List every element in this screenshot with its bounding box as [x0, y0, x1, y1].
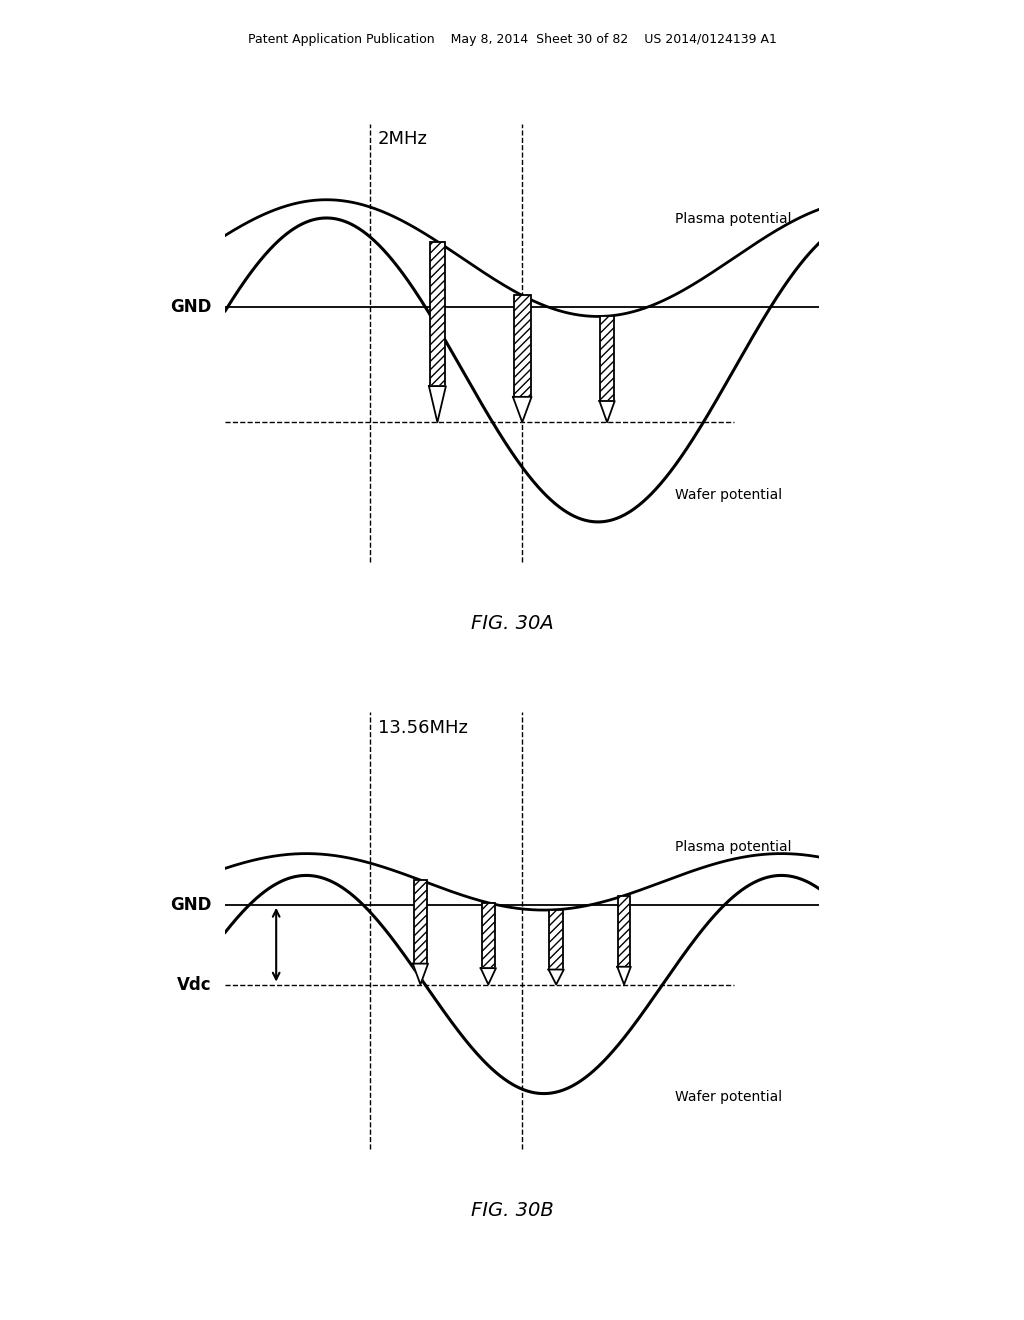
- Bar: [514, 296, 530, 397]
- Text: Wafer potential: Wafer potential: [675, 1090, 782, 1105]
- Text: 2MHz: 2MHz: [378, 131, 428, 148]
- Text: 13.56MHz: 13.56MHz: [378, 719, 468, 737]
- Polygon shape: [599, 401, 614, 422]
- Polygon shape: [549, 969, 564, 985]
- Text: FIG. 30B: FIG. 30B: [471, 1201, 553, 1220]
- Text: Wafer potential: Wafer potential: [675, 488, 782, 502]
- Text: Vdc: Vdc: [177, 975, 212, 994]
- Polygon shape: [513, 397, 531, 422]
- Bar: [481, 903, 495, 968]
- Polygon shape: [429, 387, 445, 422]
- Text: FIG. 30A: FIG. 30A: [471, 614, 553, 632]
- Polygon shape: [617, 966, 631, 985]
- Bar: [600, 315, 613, 401]
- Text: GND: GND: [170, 298, 212, 315]
- Bar: [618, 895, 630, 966]
- Polygon shape: [413, 964, 428, 985]
- Bar: [414, 880, 427, 964]
- Text: GND: GND: [170, 896, 212, 913]
- Text: Plasma potential: Plasma potential: [675, 213, 792, 226]
- Bar: [550, 909, 563, 969]
- Text: Plasma potential: Plasma potential: [675, 841, 792, 854]
- Polygon shape: [480, 968, 496, 985]
- Text: Patent Application Publication    May 8, 2014  Sheet 30 of 82    US 2014/0124139: Patent Application Publication May 8, 20…: [248, 33, 776, 46]
- Bar: [430, 242, 445, 387]
